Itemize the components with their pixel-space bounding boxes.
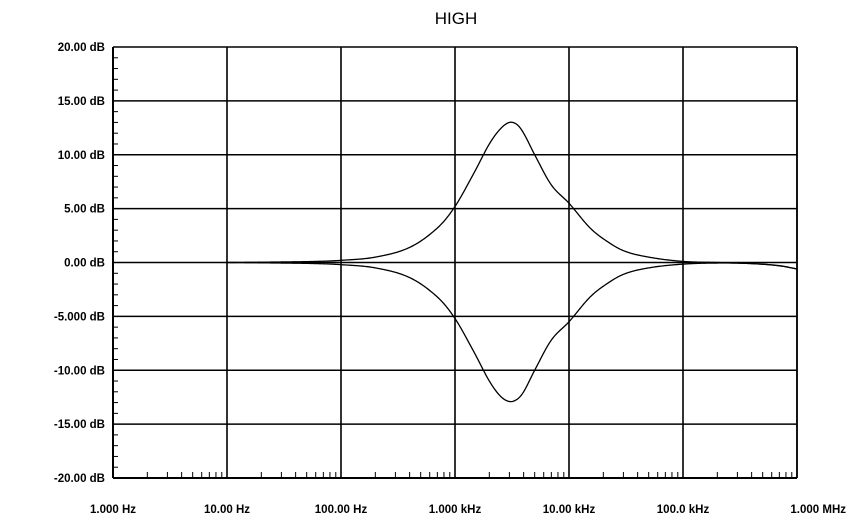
y-tick-label: 10.00 dB (58, 150, 105, 162)
axes (112, 47, 798, 479)
series-layer (226, 121, 798, 403)
minor-ticks (113, 57, 793, 478)
y-tick-label: -15.00 dB (54, 419, 105, 431)
series-line-cut (226, 261, 798, 403)
x-tick-labels: 1.000 Hz 10.00 Hz 100.00 Hz 1.000 kHz 10.00 … (90, 504, 846, 516)
chart-title: HIGH (435, 9, 478, 28)
y-tick-labels: 20.00 dB 15.00 dB 10.00 dB 5.00 dB 0.00 dB -5… (54, 42, 105, 485)
x-tick-label: 1.000 Hz (90, 504, 136, 516)
x-tick-label: 1.000 MHz (790, 504, 846, 516)
y-tick-label: -10.00 dB (54, 365, 105, 377)
x-tick-label: 100.00 Hz (315, 504, 368, 516)
series-line-boost (226, 121, 798, 270)
x-tick-label: 100.0 kHz (657, 504, 710, 516)
y-tick-label: 5.00 dB (64, 204, 105, 216)
x-tick-label: 10.00 Hz (204, 504, 250, 516)
y-tick-label: -20.00 dB (54, 473, 105, 485)
grid (112, 46, 798, 479)
y-tick-label: 15.00 dB (58, 96, 105, 108)
y-tick-label: 0.00 dB (64, 258, 105, 270)
y-tick-label: -5.000 dB (54, 311, 105, 323)
y-tick-label: 20.00 dB (58, 42, 105, 54)
x-tick-label: 10.00 kHz (543, 504, 596, 516)
x-tick-label: 1.000 kHz (429, 504, 482, 516)
